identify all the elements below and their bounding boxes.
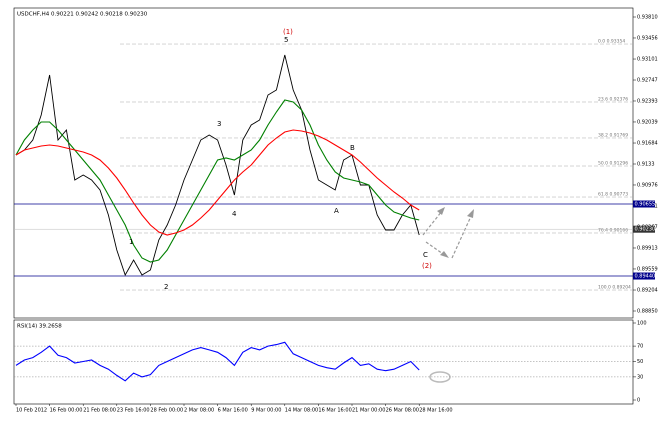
x-tick-label: 16 Feb 00:00 [50, 408, 83, 414]
x-tick-label: 23 Feb 16:00 [117, 408, 150, 414]
rsi-title: RSI(14) 39.2658 [17, 324, 62, 330]
x-tick-label: 21 Mar 00:00 [352, 408, 385, 414]
rsi-pane [13, 319, 634, 405]
x-tick-label: 26 Mar 08:00 [386, 408, 419, 414]
y-tick-label: 0.90976 [637, 182, 658, 188]
wave-label: (2) [422, 262, 432, 270]
price-box [633, 200, 655, 208]
fib-label: 23.6 0.92376 [598, 96, 628, 102]
arrow-heads [437, 207, 474, 258]
price-box-label: 0.89440 [635, 274, 656, 280]
price-pane [13, 7, 634, 319]
x-tick-label: 9 Mar 00:00 [251, 408, 281, 414]
x-tick-label: 14 Mar 08:00 [285, 408, 318, 414]
y-tick-label: 0.89913 [637, 245, 658, 251]
wave-label: 5 [284, 36, 288, 44]
last-price-box [633, 225, 655, 233]
y-tick-label: 0.93101 [637, 57, 658, 63]
x-tick-label: 21 Feb 08:00 [83, 408, 116, 414]
y-tick-label: 0.89204 [637, 288, 658, 294]
x-tick-label: 28 Feb 00:00 [150, 408, 183, 414]
y-tick-label: 0.92393 [637, 98, 658, 104]
fib-label: 38.2 0.91769 [598, 132, 628, 138]
fib-label: 61.8 0.90773 [598, 192, 628, 198]
fib-label: 0.0 0.93354 [598, 39, 625, 45]
y-tick-label: 0.88850 [637, 309, 658, 315]
y-tick-label: 0 [637, 398, 640, 404]
y-tick-label: 0.93456 [637, 35, 658, 41]
y-tick-label: 0.89559 [637, 266, 658, 272]
wave-label: 3 [217, 120, 221, 128]
y-tick-label: 0.91684 [637, 141, 658, 147]
y-tick-label: 50 [637, 359, 643, 365]
fib-label: 76.4 0.90166 [598, 227, 628, 233]
wave-label: 2 [164, 283, 168, 291]
price-box-label: 0.90655 [635, 202, 656, 208]
series-line [15, 99, 420, 263]
x-tick-label: 10 Feb 2012 [16, 408, 47, 414]
x-tick-label: 6 Mar 16:00 [218, 408, 248, 414]
last-price-label: 0.90230 [635, 227, 656, 233]
fib-label: 100.0 0.89204 [598, 285, 631, 291]
x-tick-label: 28 Mar 16:00 [419, 408, 452, 414]
price-box [633, 272, 655, 280]
chart-title: USDCHF,H4 0.90221 0.90242 0.90218 0.9023… [17, 12, 148, 18]
wave-label: 4 [232, 210, 237, 218]
wave-label: (1) [283, 28, 293, 36]
fib-label: 50.0 0.91296 [598, 161, 628, 167]
y-tick-label: 0.92039 [637, 119, 658, 125]
wave-label: 1 [129, 238, 133, 246]
x-tick-label: 16 Mar 16:00 [318, 408, 351, 414]
wave-label: C [423, 251, 428, 259]
y-tick-label: 0.93810 [637, 15, 658, 21]
y-tick-label: 0.92747 [637, 78, 658, 84]
y-tick-label: 0.9133 [637, 162, 655, 168]
series-line [15, 129, 420, 236]
series-line [15, 341, 420, 382]
y-tick-label: 70 [637, 344, 643, 350]
y-tick-label: 30 [637, 374, 643, 380]
y-tick-label: 100 [637, 321, 647, 327]
wave-label: A [334, 207, 339, 215]
wave-label: B [350, 144, 355, 152]
x-tick-label: 2 Mar 08:00 [184, 408, 214, 414]
